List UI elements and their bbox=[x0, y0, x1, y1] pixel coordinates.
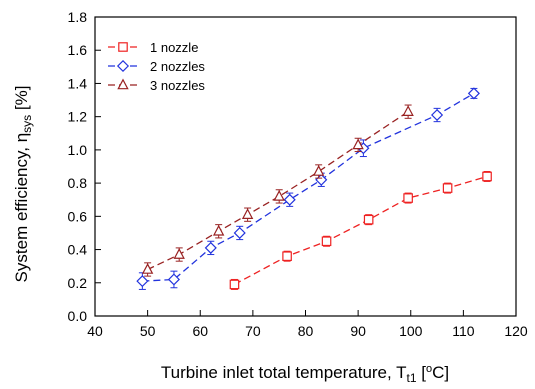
y-tick-label: 0.8 bbox=[68, 175, 88, 191]
x-axis-title-unit: C] bbox=[432, 363, 449, 382]
data-point bbox=[136, 275, 149, 288]
legend-item: 3 nozzles bbox=[108, 78, 205, 93]
y-tick-label: 1.0 bbox=[68, 142, 88, 158]
data-point bbox=[402, 105, 414, 116]
y-axis-title-sub: sys bbox=[20, 115, 34, 133]
data-point bbox=[312, 164, 325, 176]
x-tick-label: 120 bbox=[504, 323, 528, 339]
x-axis-title-open: [ bbox=[417, 363, 427, 382]
series-line bbox=[142, 92, 475, 282]
y-tick-label: 1.2 bbox=[68, 109, 88, 125]
x-tick-label: 60 bbox=[192, 323, 208, 339]
y-axis-title-unit: [%] bbox=[12, 86, 31, 115]
data-point bbox=[321, 236, 332, 247]
x-tick-label: 90 bbox=[350, 323, 366, 339]
y-axis-title: System efficiency, ηsys [%] bbox=[12, 86, 34, 283]
legend-label: 2 nozzles bbox=[150, 59, 205, 74]
legend-marker bbox=[118, 42, 128, 52]
legend-item: 2 nozzles bbox=[108, 59, 205, 74]
x-axis-title-sub: t1 bbox=[407, 371, 417, 385]
legend-label: 1 nozzle bbox=[150, 40, 198, 55]
legend-item: 1 nozzle bbox=[108, 40, 198, 55]
data-point bbox=[431, 108, 444, 122]
data-point bbox=[352, 138, 364, 150]
y-tick-label: 1.6 bbox=[68, 42, 88, 58]
data-point bbox=[467, 87, 480, 100]
y-axis-title-main: System efficiency, η bbox=[12, 133, 31, 283]
x-axis-title-main: Turbine inlet total temperature, T bbox=[161, 363, 407, 382]
data-point bbox=[315, 173, 328, 186]
legend-marker bbox=[116, 59, 130, 73]
data-point bbox=[212, 224, 225, 236]
series-2 bbox=[136, 87, 480, 290]
x-tick-label: 100 bbox=[399, 323, 423, 339]
x-tick-label: 110 bbox=[452, 323, 475, 339]
data-point bbox=[233, 226, 246, 239]
data-point bbox=[241, 208, 254, 219]
y-tick-label: 0.0 bbox=[68, 308, 88, 324]
data-point bbox=[229, 279, 240, 290]
data-point bbox=[363, 214, 374, 225]
series-line bbox=[147, 111, 409, 271]
x-axis-title: Turbine inlet total temperature, Tt1 [oC… bbox=[161, 363, 449, 385]
y-tick-label: 0.6 bbox=[68, 208, 88, 224]
data-point bbox=[173, 248, 185, 259]
data-point bbox=[167, 273, 180, 286]
series-3 bbox=[141, 104, 414, 277]
x-tick-label: 40 bbox=[87, 323, 103, 339]
y-tick-label: 1.4 bbox=[68, 75, 88, 91]
legend: 1 nozzle 2 nozzles 3 nozzles bbox=[108, 40, 205, 93]
y-tick-label: 0.2 bbox=[68, 275, 88, 291]
data-point bbox=[403, 193, 413, 203]
data-point bbox=[273, 189, 285, 201]
x-tick-label: 80 bbox=[298, 323, 314, 339]
data-point bbox=[141, 263, 154, 274]
data-point bbox=[482, 171, 492, 182]
x-tick-label: 50 bbox=[140, 323, 156, 339]
data-point bbox=[204, 241, 217, 254]
legend-marker bbox=[117, 78, 129, 90]
data-point bbox=[282, 251, 292, 261]
y-tick-label: 0.4 bbox=[68, 242, 88, 258]
y-tick-label: 1.8 bbox=[68, 9, 88, 25]
legend-label: 3 nozzles bbox=[150, 78, 205, 93]
x-tick-label: 70 bbox=[245, 323, 261, 339]
series-1 bbox=[229, 170, 492, 290]
data-point bbox=[442, 183, 453, 193]
x-axis-title-degree: o bbox=[426, 363, 432, 375]
data-point bbox=[283, 193, 296, 206]
